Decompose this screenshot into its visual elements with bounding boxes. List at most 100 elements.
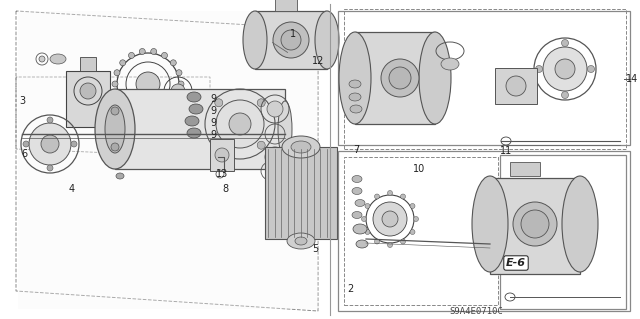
Bar xyxy=(18,11,318,309)
Text: E-6: E-6 xyxy=(506,258,526,268)
Ellipse shape xyxy=(151,114,157,120)
Ellipse shape xyxy=(120,60,125,66)
Ellipse shape xyxy=(365,204,370,209)
Ellipse shape xyxy=(215,99,223,107)
Ellipse shape xyxy=(216,100,264,148)
Ellipse shape xyxy=(189,104,203,114)
Bar xyxy=(210,139,234,171)
Ellipse shape xyxy=(561,92,568,99)
Ellipse shape xyxy=(47,165,53,171)
Ellipse shape xyxy=(176,70,182,76)
Ellipse shape xyxy=(441,58,459,70)
Text: 5: 5 xyxy=(312,244,318,254)
Text: 2: 2 xyxy=(347,284,353,294)
Text: 11: 11 xyxy=(500,146,512,156)
Ellipse shape xyxy=(267,101,283,117)
Ellipse shape xyxy=(373,202,407,236)
Ellipse shape xyxy=(140,48,145,55)
Ellipse shape xyxy=(374,239,380,244)
Ellipse shape xyxy=(365,229,370,234)
Ellipse shape xyxy=(111,143,119,151)
Text: 9: 9 xyxy=(210,106,216,116)
Text: 9: 9 xyxy=(210,130,216,140)
Ellipse shape xyxy=(161,110,168,115)
Bar xyxy=(255,11,327,69)
Ellipse shape xyxy=(112,81,118,87)
Ellipse shape xyxy=(114,92,120,98)
Ellipse shape xyxy=(47,117,53,123)
Ellipse shape xyxy=(140,114,145,120)
Ellipse shape xyxy=(176,92,182,98)
Ellipse shape xyxy=(401,239,406,244)
Ellipse shape xyxy=(374,194,380,199)
Bar xyxy=(510,162,540,176)
Ellipse shape xyxy=(588,65,595,72)
Text: 6: 6 xyxy=(21,149,27,159)
Ellipse shape xyxy=(362,217,367,221)
Ellipse shape xyxy=(120,102,125,108)
Ellipse shape xyxy=(105,105,125,153)
Ellipse shape xyxy=(111,107,119,115)
Text: 3: 3 xyxy=(19,96,25,106)
Bar xyxy=(344,9,626,149)
Ellipse shape xyxy=(295,237,307,245)
Text: 7: 7 xyxy=(353,145,359,155)
Ellipse shape xyxy=(80,83,96,99)
Ellipse shape xyxy=(555,59,575,79)
Ellipse shape xyxy=(562,176,598,272)
Text: 8: 8 xyxy=(222,184,228,194)
Ellipse shape xyxy=(282,136,320,158)
Ellipse shape xyxy=(349,80,361,88)
Ellipse shape xyxy=(278,101,292,157)
Ellipse shape xyxy=(50,54,66,64)
Ellipse shape xyxy=(315,11,339,69)
Ellipse shape xyxy=(185,116,199,126)
Bar xyxy=(344,157,498,305)
Ellipse shape xyxy=(410,204,415,209)
Ellipse shape xyxy=(387,242,392,248)
Ellipse shape xyxy=(387,190,392,196)
Ellipse shape xyxy=(349,93,361,101)
Ellipse shape xyxy=(151,48,157,55)
Ellipse shape xyxy=(129,52,134,58)
Bar xyxy=(338,151,630,311)
Ellipse shape xyxy=(413,217,419,221)
Ellipse shape xyxy=(291,141,311,153)
Ellipse shape xyxy=(215,148,229,162)
Ellipse shape xyxy=(71,141,77,147)
Ellipse shape xyxy=(543,47,587,91)
Bar xyxy=(80,57,96,71)
Ellipse shape xyxy=(187,92,201,102)
Ellipse shape xyxy=(339,32,371,124)
Ellipse shape xyxy=(419,32,451,124)
Bar xyxy=(115,89,285,169)
Ellipse shape xyxy=(114,70,120,76)
Bar xyxy=(275,0,297,11)
Ellipse shape xyxy=(472,176,508,272)
Text: 10: 10 xyxy=(413,164,425,174)
Ellipse shape xyxy=(257,99,265,107)
Text: 9: 9 xyxy=(210,118,216,128)
Text: 14: 14 xyxy=(626,74,638,84)
Ellipse shape xyxy=(229,113,251,135)
Ellipse shape xyxy=(29,123,71,165)
Text: 13: 13 xyxy=(216,169,228,179)
Ellipse shape xyxy=(287,233,315,249)
Ellipse shape xyxy=(353,224,367,234)
Ellipse shape xyxy=(170,102,176,108)
Ellipse shape xyxy=(187,128,201,138)
Bar xyxy=(338,11,630,145)
Ellipse shape xyxy=(561,40,568,47)
Ellipse shape xyxy=(513,202,557,246)
Ellipse shape xyxy=(243,11,267,69)
Ellipse shape xyxy=(215,141,223,149)
Text: 9: 9 xyxy=(210,94,216,104)
Text: 12: 12 xyxy=(312,56,324,66)
Ellipse shape xyxy=(129,110,134,115)
Ellipse shape xyxy=(389,67,411,89)
Ellipse shape xyxy=(382,211,398,227)
Ellipse shape xyxy=(39,56,45,62)
Ellipse shape xyxy=(273,22,309,58)
Ellipse shape xyxy=(161,52,168,58)
Ellipse shape xyxy=(350,105,362,113)
